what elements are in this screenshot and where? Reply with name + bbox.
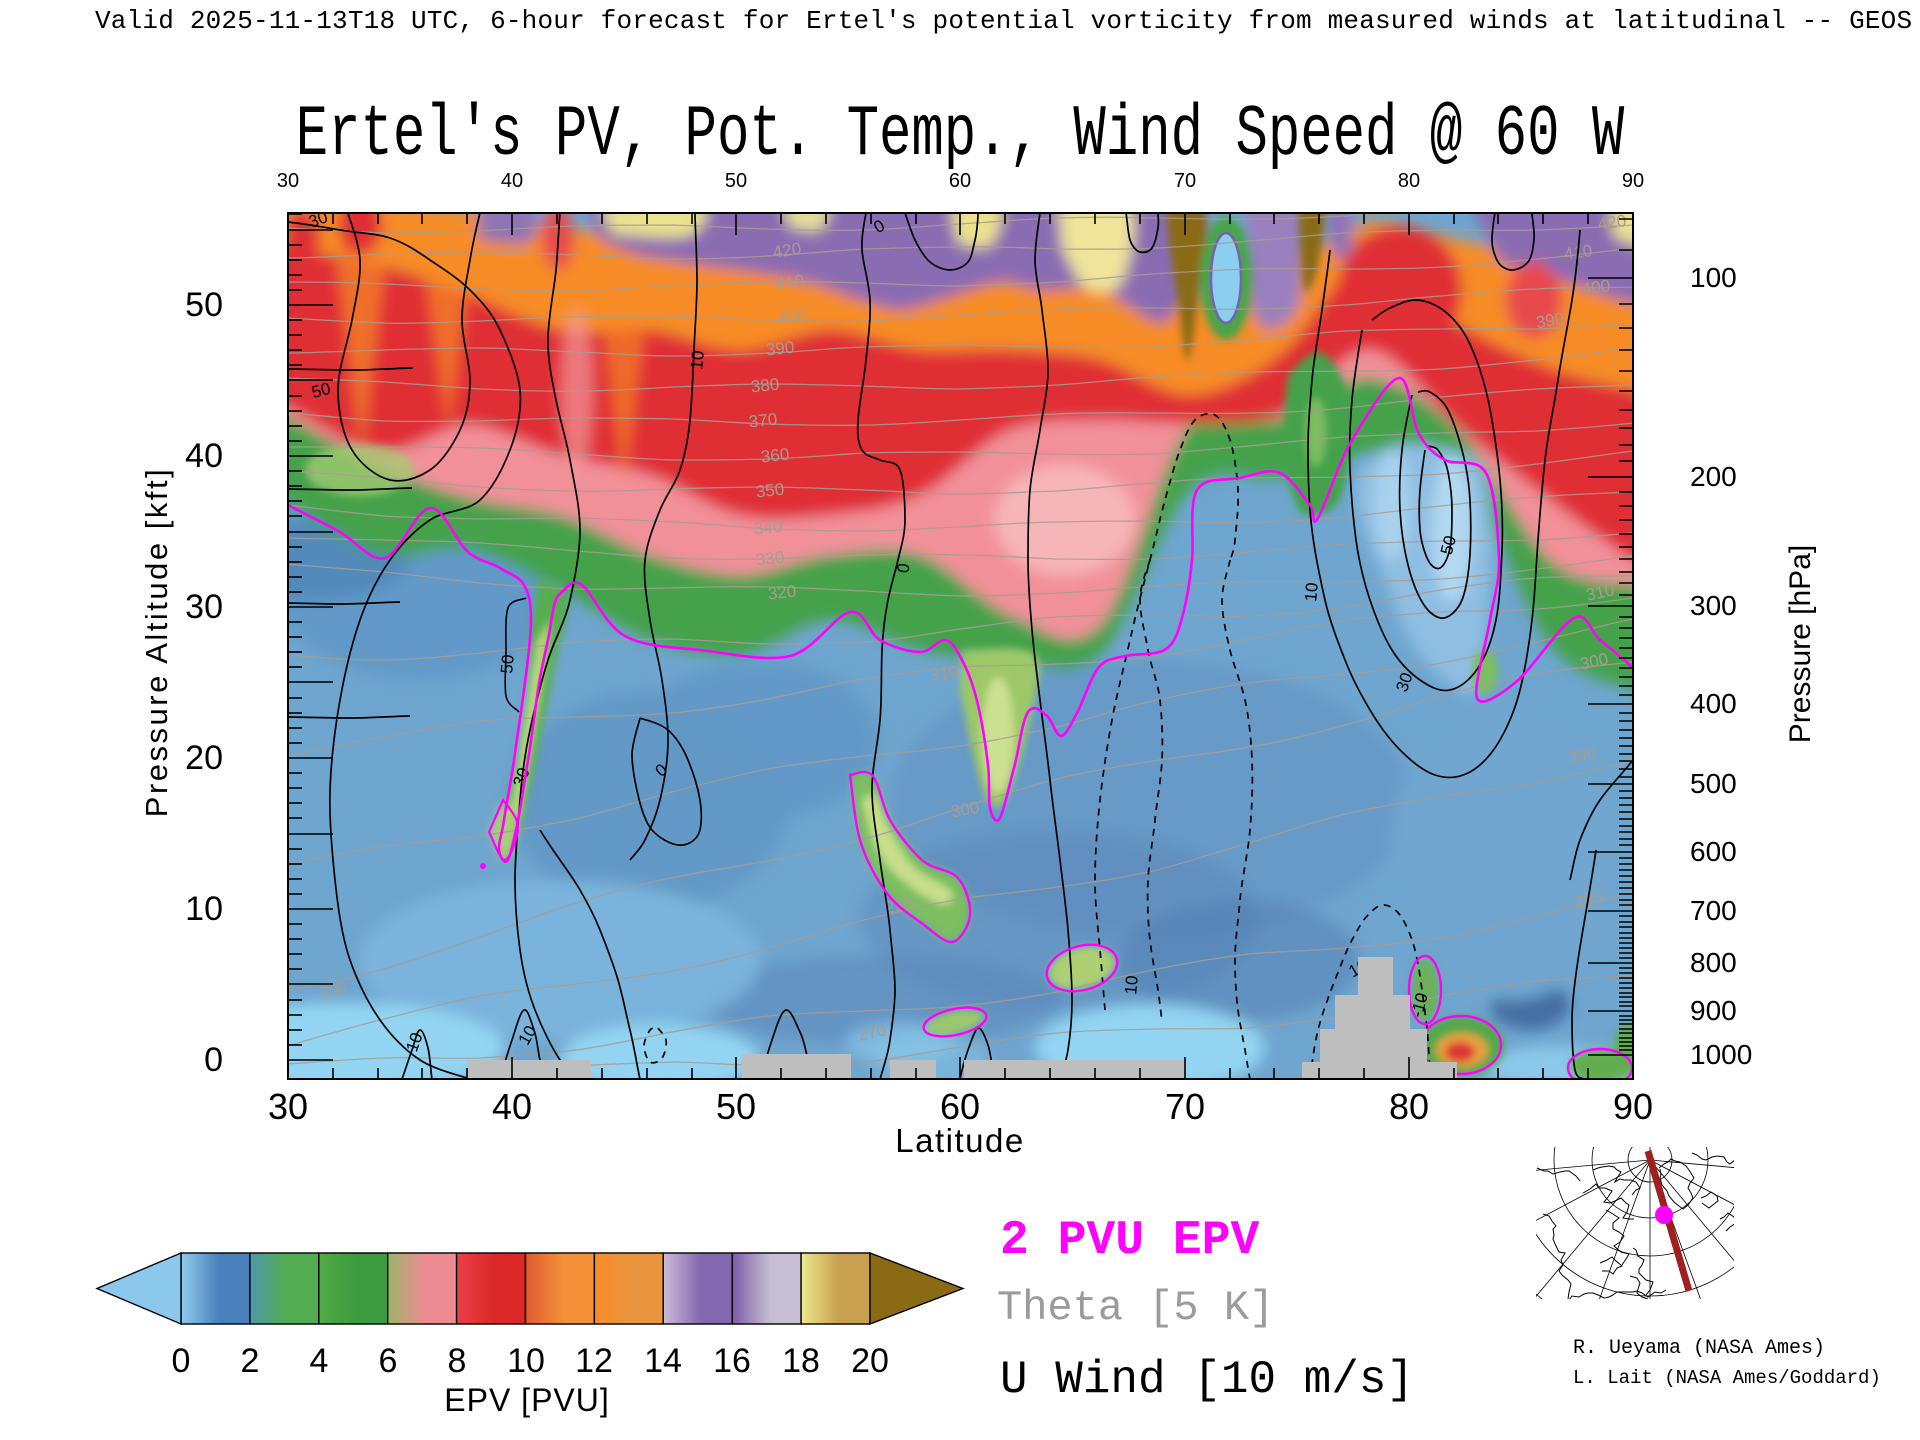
svg-text:10: 10 [1301, 582, 1322, 603]
svg-text:330: 330 [755, 548, 785, 570]
svg-text:390: 390 [1534, 309, 1565, 333]
svg-text:50: 50 [497, 654, 518, 675]
svg-text:340: 340 [753, 517, 783, 539]
svg-text:320: 320 [767, 582, 797, 604]
svg-text:10: 10 [687, 350, 708, 371]
svg-text:350: 350 [755, 480, 785, 502]
svg-text:420: 420 [772, 239, 803, 262]
svg-text:410: 410 [775, 271, 806, 294]
svg-text:400: 400 [1581, 276, 1612, 299]
svg-text:360: 360 [760, 445, 790, 467]
svg-text:300: 300 [949, 798, 980, 822]
svg-text:390: 390 [765, 338, 795, 360]
svg-text:50: 50 [310, 379, 333, 402]
svg-text:10: 10 [1121, 975, 1142, 996]
svg-text:0: 0 [893, 562, 913, 575]
svg-text:400: 400 [778, 305, 808, 327]
svg-text:50: 50 [1437, 534, 1460, 557]
svg-text:370: 370 [748, 410, 778, 432]
svg-text:380: 380 [750, 375, 780, 397]
svg-text:310: 310 [929, 662, 960, 685]
svg-text:420: 420 [1597, 211, 1628, 234]
